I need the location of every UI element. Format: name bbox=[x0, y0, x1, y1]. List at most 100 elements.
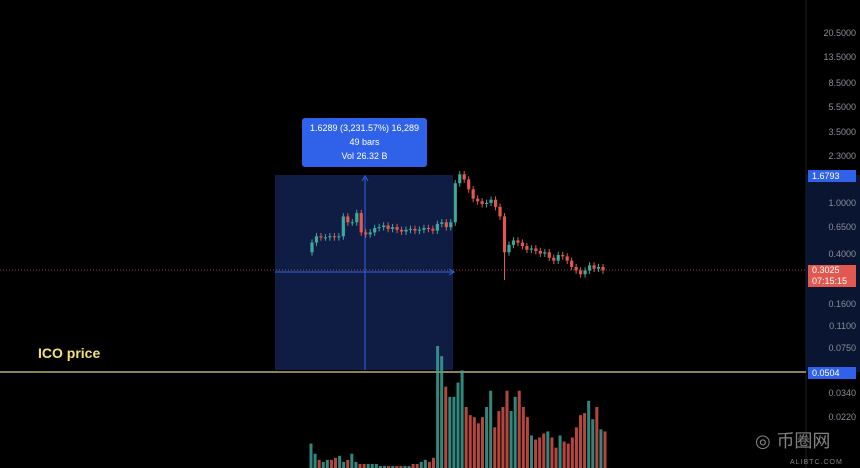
countdown: 07:15:15 bbox=[812, 276, 848, 286]
volume-bar bbox=[595, 407, 599, 468]
candle-body bbox=[547, 252, 551, 258]
candle-body bbox=[404, 229, 408, 232]
candle-body bbox=[422, 228, 426, 230]
volume-bar bbox=[374, 463, 378, 468]
volume-bar bbox=[427, 461, 431, 468]
volume-bar bbox=[415, 463, 419, 468]
volume-bar bbox=[489, 390, 493, 468]
candle-body bbox=[502, 216, 507, 253]
volume-bar bbox=[391, 465, 395, 468]
volume-bar bbox=[387, 465, 391, 468]
volume-bar bbox=[554, 447, 558, 468]
volume-bar bbox=[448, 396, 452, 468]
volume-bar bbox=[317, 459, 321, 468]
y-tick-label: 0.0340 bbox=[828, 388, 856, 398]
candle-body bbox=[395, 227, 399, 230]
volume-bar bbox=[538, 437, 542, 468]
candle-body bbox=[453, 183, 457, 223]
volume-bar bbox=[468, 415, 472, 468]
volume-bar bbox=[591, 419, 595, 468]
candle-body bbox=[498, 206, 502, 217]
candle-body bbox=[480, 201, 484, 204]
volume-bar bbox=[525, 417, 529, 468]
volume-bar bbox=[501, 407, 505, 468]
candle-body bbox=[449, 222, 453, 228]
candle-body bbox=[408, 228, 413, 230]
volume-bar bbox=[321, 461, 325, 468]
candle-body bbox=[570, 260, 574, 267]
candle-body bbox=[520, 242, 525, 247]
candle-body bbox=[413, 228, 417, 231]
candle-body bbox=[364, 232, 368, 235]
volume-bar bbox=[566, 443, 570, 468]
measure-change: 1.6289 (3,231.57%) 16,289 bbox=[309, 123, 420, 133]
volume-bar bbox=[358, 463, 362, 468]
candle-body bbox=[328, 236, 332, 238]
candle-body bbox=[493, 199, 498, 207]
candle-body bbox=[516, 240, 520, 243]
measure-bars: 49 bars bbox=[349, 137, 380, 147]
volume-bar bbox=[481, 417, 484, 468]
candle-body bbox=[359, 213, 363, 233]
volume-bar bbox=[436, 346, 440, 468]
volume-bar bbox=[509, 411, 513, 468]
measure-tooltip: 1.6289 (3,231.57%) 16,289 49 bars Vol 26… bbox=[302, 118, 427, 167]
candle-body bbox=[426, 228, 430, 229]
volume-bar bbox=[407, 465, 411, 468]
candle-body bbox=[565, 256, 569, 261]
volume-bar bbox=[346, 459, 350, 468]
volume-bar bbox=[334, 457, 337, 468]
volume-bar bbox=[432, 457, 435, 468]
volume-bar bbox=[574, 427, 578, 468]
volume-bar bbox=[444, 386, 448, 468]
volume-bar bbox=[530, 435, 533, 468]
volume-bar bbox=[562, 441, 566, 468]
watermark-logo: ◎ 币圈网 bbox=[755, 432, 830, 452]
y-tick-label: 8.5000 bbox=[828, 78, 856, 88]
current-price-tag: 0.3025 07:15:15 bbox=[808, 265, 856, 287]
candle-body bbox=[337, 236, 341, 238]
candle-body bbox=[332, 236, 336, 238]
volume-bar bbox=[350, 453, 354, 468]
volume-bar bbox=[456, 382, 460, 468]
candle-body bbox=[350, 222, 354, 224]
candle-body bbox=[417, 229, 422, 231]
volume-bar bbox=[423, 459, 427, 468]
candle-body bbox=[346, 216, 350, 223]
volume-bar bbox=[603, 431, 607, 468]
candle-body bbox=[592, 265, 596, 269]
volume-bar bbox=[570, 437, 574, 468]
volume-bar bbox=[493, 427, 497, 468]
candle-body bbox=[444, 222, 448, 228]
volume-bar bbox=[383, 465, 386, 468]
candle-body bbox=[574, 266, 578, 271]
volume-bar bbox=[505, 390, 509, 468]
y-tick-label: 0.4000 bbox=[828, 249, 856, 259]
volume-bar bbox=[534, 439, 538, 468]
volume-bar bbox=[378, 465, 382, 468]
volume-bar bbox=[403, 465, 407, 468]
candle-body bbox=[489, 199, 493, 203]
volume-bar bbox=[370, 463, 374, 468]
y-tick-label: 0.1100 bbox=[829, 321, 856, 331]
volume-bar bbox=[366, 463, 370, 468]
volume-bar bbox=[362, 463, 366, 468]
volume-bar bbox=[452, 396, 456, 468]
volume-bar bbox=[354, 461, 358, 468]
y-tick-label: 0.0220 bbox=[828, 412, 856, 422]
volume-bar bbox=[542, 433, 546, 468]
candle-body bbox=[314, 236, 319, 243]
volume-bar bbox=[550, 437, 554, 468]
candle-body bbox=[507, 244, 511, 253]
candle-body bbox=[556, 255, 560, 261]
candle-body bbox=[579, 270, 583, 275]
ico-price-tag: 0.0504 bbox=[808, 367, 856, 379]
candle-body bbox=[310, 242, 314, 253]
y-tick-label: 5.5000 bbox=[828, 102, 856, 112]
y-tick-label: 1.0000 bbox=[828, 198, 856, 208]
watermark-text: 币圈网 bbox=[776, 431, 831, 452]
volume-bar bbox=[440, 356, 444, 468]
watermark-icon: ◎ bbox=[755, 431, 777, 452]
ico-price-label: ICO price bbox=[38, 345, 101, 361]
